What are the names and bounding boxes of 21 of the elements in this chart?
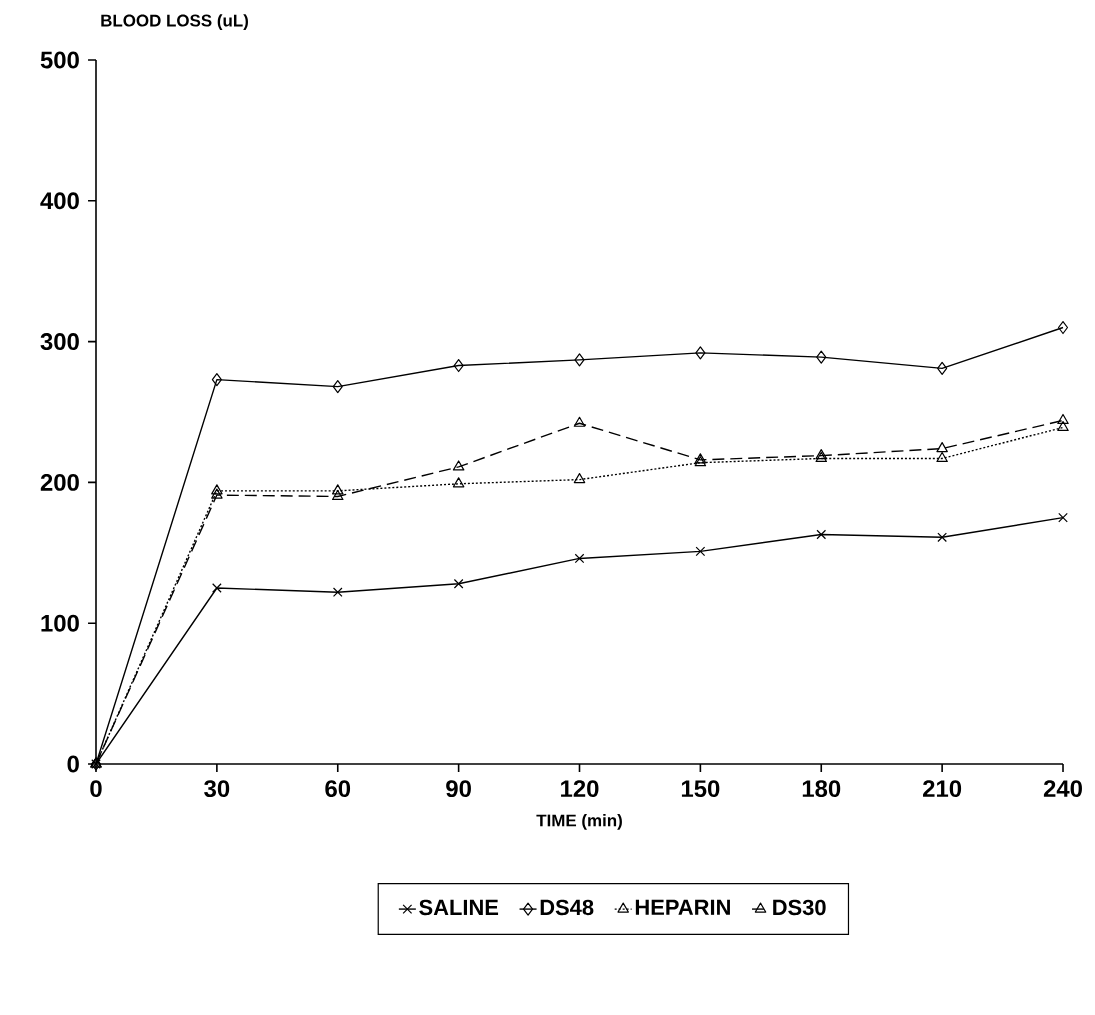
y-tick-label: 200	[40, 473, 79, 491]
x-tick-label: 60	[325, 780, 351, 798]
x-tick-label: 0	[90, 780, 102, 798]
y-tick-label: 300	[40, 333, 79, 351]
legend-label: HEPARIN	[635, 899, 730, 915]
x-tick-label: 180	[802, 780, 841, 798]
x-tick-label: 90	[446, 780, 471, 798]
y-tick-label: 400	[40, 192, 79, 210]
legend-label: SALINE	[419, 899, 499, 916]
x-tick-label: 210	[923, 780, 962, 798]
x-tick-label: 240	[1043, 780, 1082, 798]
legend-label: DS30	[773, 899, 826, 916]
x-tick-label: 30	[204, 780, 230, 798]
x-axis-title: TIME (min)	[536, 814, 622, 830]
y-axis-title: BLOOD LOSS (uL)	[101, 14, 248, 30]
legend-label: DS48	[540, 899, 594, 916]
y-tick-label: 500	[40, 51, 79, 69]
y-tick-label: 100	[41, 614, 79, 632]
x-tick-label: 150	[681, 780, 720, 798]
x-tick-label: 120	[561, 780, 599, 798]
y-tick-label: 0	[67, 755, 79, 773]
